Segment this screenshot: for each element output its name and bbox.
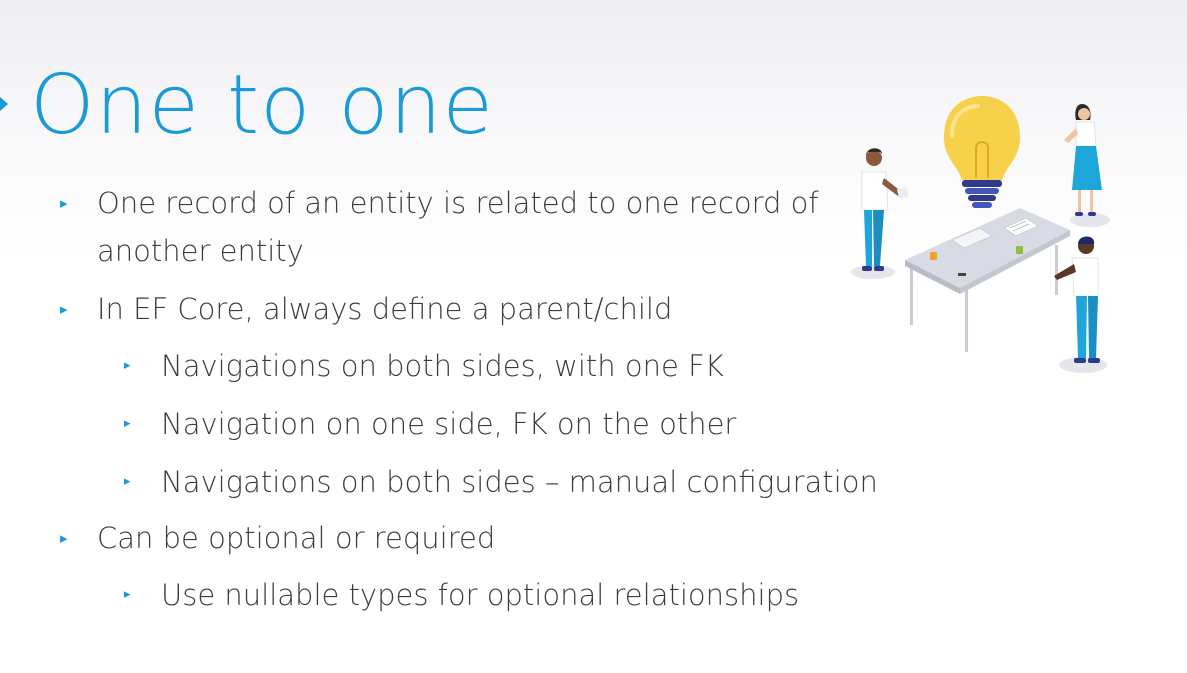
bullet-marker-icon: ▸ [60, 529, 68, 547]
bullet-item: ▸ One record of an entity is related to … [60, 182, 819, 224]
bullet-text: Navigation on one side, FK on the other [161, 407, 737, 441]
bullet-text: Navigations on both sides – manual confi… [161, 465, 878, 499]
bullet-marker-icon: ▸ [60, 300, 68, 318]
sub-bullet-item: ▸ Navigation on one side, FK on the othe… [124, 403, 737, 445]
lightbulb-team-illustration-icon [851, 96, 1110, 373]
bullet-marker-icon: ▸ [60, 194, 68, 212]
sub-bullet-item: ▸ Navigations on both sides – manual con… [124, 461, 878, 503]
bullet-text: Use nullable types for optional relation… [161, 578, 800, 612]
bullet-item: ▸ Can be optional or required [60, 517, 496, 559]
sub-bullet-item: ▸ Navigations on both sides, with one FK [124, 345, 724, 387]
bullet-text: One record of an entity is related to on… [97, 186, 819, 220]
title-marker-icon [0, 97, 8, 111]
sub-bullet-marker-icon: ▸ [124, 416, 131, 431]
bullet-item: ▸ In EF Core, always define a parent/chi… [60, 288, 673, 330]
bullet-continuation: another entity [97, 230, 304, 272]
sub-bullet-marker-icon: ▸ [124, 587, 131, 602]
bullet-list: ▸ One record of an entity is related to … [60, 182, 878, 616]
sub-bullet-marker-icon: ▸ [124, 474, 131, 489]
bullet-text: Can be optional or required [97, 521, 496, 555]
sub-bullet-item: ▸ Use nullable types for optional relati… [124, 574, 800, 616]
bullet-text: Navigations on both sides, with one FK [161, 349, 724, 383]
slide-title: One to one [30, 58, 495, 153]
bullet-text: In EF Core, always define a parent/child [97, 292, 673, 326]
bullet-text: another entity [97, 234, 304, 268]
sub-bullet-marker-icon: ▸ [124, 358, 131, 373]
